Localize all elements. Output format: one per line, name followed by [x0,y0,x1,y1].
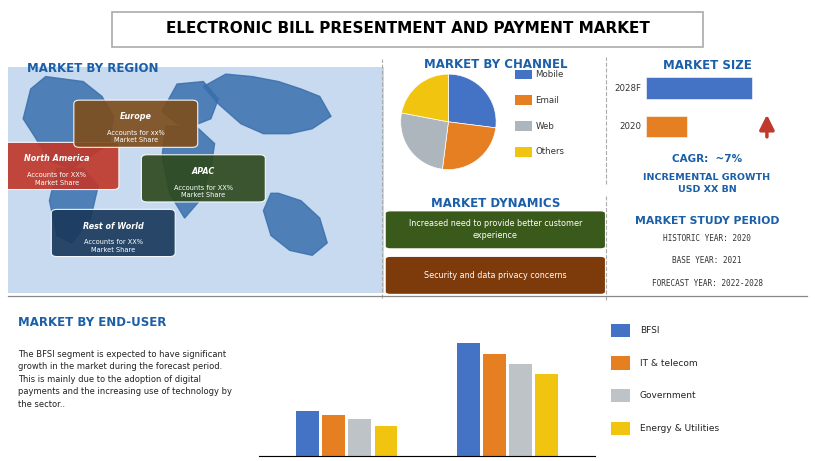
Text: Accounts for xx%
Market Share: Accounts for xx% Market Share [107,130,165,143]
Bar [515,147,531,157]
Polygon shape [162,82,218,126]
Text: The BFSI segment is expected to have significant
growth in the market during the: The BFSI segment is expected to have sig… [18,350,231,409]
Text: MARKET SIZE: MARKET SIZE [663,59,751,72]
Text: Security and data privacy concerns: Security and data privacy concerns [424,271,566,280]
Text: Mobile: Mobile [535,70,564,79]
Text: Accounts for XX%
Market Share: Accounts for XX% Market Share [28,172,86,186]
Text: MARKET BY CHANNEL: MARKET BY CHANNEL [424,58,567,71]
Text: Rest of World: Rest of World [83,222,143,230]
Text: APAC: APAC [192,167,215,176]
Bar [482,354,505,456]
Polygon shape [162,126,214,218]
Text: BASE YEAR: 2021: BASE YEAR: 2021 [672,256,742,266]
Bar [375,426,398,456]
Text: Government: Government [640,391,697,400]
Text: 2020: 2020 [619,122,641,131]
Text: BFSI: BFSI [640,326,659,335]
Text: North America: North America [24,154,90,164]
FancyBboxPatch shape [142,155,266,202]
FancyBboxPatch shape [112,12,703,47]
Bar [509,364,531,456]
Text: IT & telecom: IT & telecom [640,359,698,367]
Text: FORECAST YEAR: 2022-2028: FORECAST YEAR: 2022-2028 [651,279,763,288]
Bar [515,121,531,131]
Text: Email: Email [535,96,559,105]
Bar [611,356,630,370]
Polygon shape [50,168,99,243]
Bar [349,420,372,456]
Text: HISTORIC YEAR: 2020: HISTORIC YEAR: 2020 [663,234,751,243]
Text: MARKET STUDY PERIOD: MARKET STUDY PERIOD [635,216,779,226]
Polygon shape [204,74,331,134]
Text: 2028F: 2028F [615,83,641,93]
Text: MARKET BY END-USER: MARKET BY END-USER [18,316,166,329]
Text: Increased need to provide better customer
experience: Increased need to provide better custome… [408,219,582,240]
Bar [611,324,630,337]
Polygon shape [263,193,328,255]
FancyBboxPatch shape [646,116,687,137]
Bar [611,389,630,402]
Bar [515,95,531,105]
Bar [611,422,630,435]
FancyBboxPatch shape [385,257,605,294]
Text: Europe: Europe [120,112,152,121]
Text: MARKET DYNAMICS: MARKET DYNAMICS [430,197,560,210]
Polygon shape [23,77,113,168]
Text: INCREMENTAL GROWTH
USD XX BN: INCREMENTAL GROWTH USD XX BN [644,173,770,194]
Text: Web: Web [535,122,554,130]
Text: CAGR:  ~7%: CAGR: ~7% [672,154,742,164]
Bar [515,70,531,79]
FancyBboxPatch shape [385,212,605,248]
Bar [535,374,557,456]
FancyBboxPatch shape [0,142,119,189]
Bar [297,411,319,456]
Bar [456,343,479,456]
Text: Energy & Utilities: Energy & Utilities [640,424,719,433]
FancyBboxPatch shape [74,100,198,148]
FancyBboxPatch shape [51,209,175,257]
Text: MARKET BY REGION: MARKET BY REGION [27,62,158,75]
Text: ELECTRONIC BILL PRESENTMENT AND PAYMENT MARKET: ELECTRONIC BILL PRESENTMENT AND PAYMENT … [165,21,650,35]
Text: Accounts for XX%
Market Share: Accounts for XX% Market Share [84,239,143,253]
Text: Others: Others [535,148,565,156]
FancyBboxPatch shape [646,77,751,99]
Text: Accounts for XX%
Market Share: Accounts for XX% Market Share [174,184,233,198]
Bar [323,415,346,456]
